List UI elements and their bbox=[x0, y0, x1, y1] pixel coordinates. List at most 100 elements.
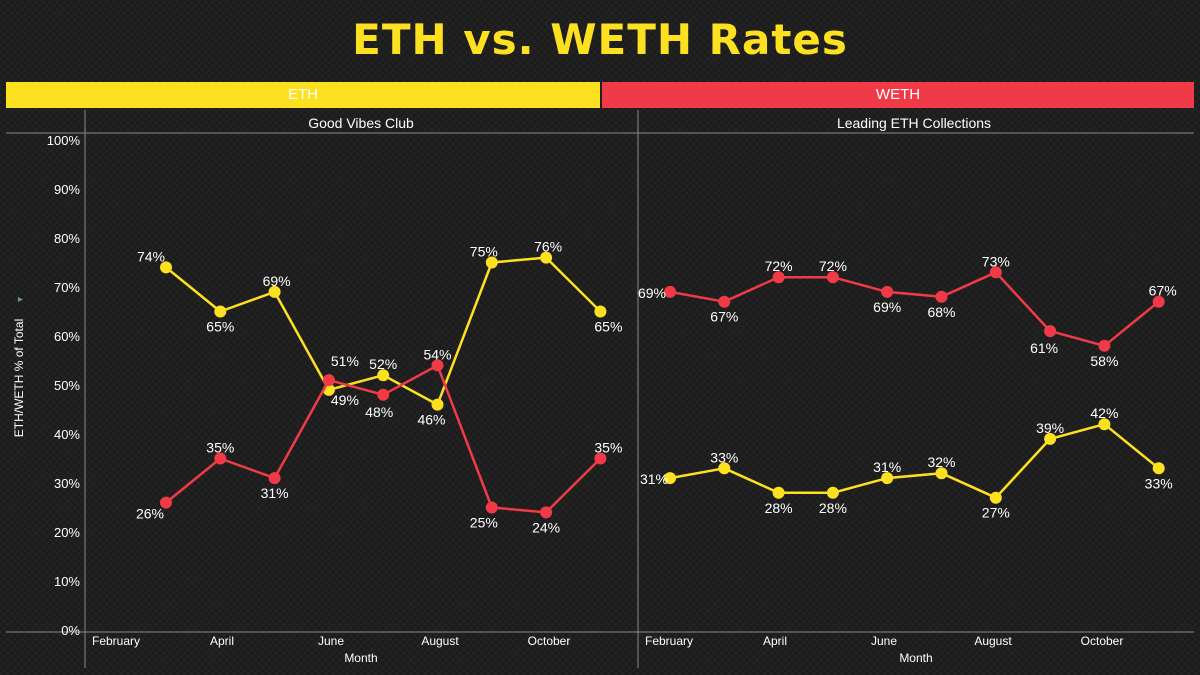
data-label-weth: 73% bbox=[982, 253, 1010, 269]
x-tick-label: February bbox=[92, 634, 140, 648]
data-label-weth: 67% bbox=[710, 309, 738, 325]
data-point-eth[interactable] bbox=[935, 467, 948, 480]
data-label-weth: 51% bbox=[331, 353, 359, 369]
data-point-weth[interactable] bbox=[322, 374, 335, 387]
y-tick-label: 60% bbox=[54, 329, 80, 344]
data-point-eth[interactable] bbox=[160, 261, 172, 274]
x-tick-label: October bbox=[528, 634, 571, 648]
legend-weth[interactable]: WETH bbox=[602, 82, 1194, 108]
data-point-eth[interactable] bbox=[1044, 432, 1057, 445]
data-point-weth[interactable] bbox=[664, 285, 676, 298]
data-point-weth[interactable] bbox=[826, 271, 839, 284]
data-label-layer: 74% 65% 69% 49% 52% 46% 75% 76% 65% 26% 35% 31% 51% 4… bbox=[136, 239, 1177, 536]
data-label-eth: 65% bbox=[594, 319, 622, 335]
data-point-weth[interactable] bbox=[935, 290, 948, 303]
y-tick-label: 80% bbox=[54, 231, 80, 246]
data-point-eth[interactable] bbox=[718, 462, 731, 475]
data-point-eth[interactable] bbox=[268, 285, 281, 298]
panel-title-good-vibes-club: Good Vibes Club bbox=[308, 115, 414, 131]
data-label-eth: 33% bbox=[1145, 475, 1173, 491]
data-point-weth[interactable] bbox=[1152, 295, 1165, 308]
y-axis-title: ETH/WETH % of Total bbox=[12, 319, 26, 437]
legend-eth[interactable]: ETH bbox=[6, 82, 600, 108]
data-label-weth: 61% bbox=[1030, 340, 1058, 356]
data-label-eth: 32% bbox=[927, 454, 955, 470]
data-label-eth: 33% bbox=[710, 449, 738, 465]
data-label-weth: 26% bbox=[136, 506, 164, 522]
data-label-eth: 31% bbox=[640, 471, 668, 487]
data-label-weth: 25% bbox=[470, 515, 498, 531]
data-point-eth[interactable] bbox=[772, 486, 785, 499]
series-line-weth bbox=[669, 271, 1160, 348]
data-point-eth[interactable] bbox=[826, 486, 839, 499]
data-point-eth[interactable] bbox=[664, 472, 676, 485]
data-point-eth[interactable] bbox=[989, 491, 1002, 504]
x-tick-label: February bbox=[645, 634, 693, 648]
data-label-weth: 58% bbox=[1090, 353, 1118, 369]
data-point-eth[interactable] bbox=[594, 305, 607, 318]
data-label-eth: 49% bbox=[331, 392, 359, 408]
data-point-eth[interactable] bbox=[214, 305, 227, 318]
data-point-eth[interactable] bbox=[881, 472, 894, 485]
data-label-eth: 75% bbox=[470, 244, 498, 260]
x-tick-label: October bbox=[1081, 634, 1124, 648]
data-point-weth[interactable] bbox=[377, 388, 390, 401]
data-label-eth: 28% bbox=[765, 500, 793, 516]
data-point-eth[interactable] bbox=[377, 369, 390, 382]
data-label-weth: 69% bbox=[873, 299, 901, 315]
x-tick-label: June bbox=[318, 634, 344, 648]
data-point-weth[interactable] bbox=[989, 266, 1002, 279]
x-axis-title-right: Month bbox=[899, 651, 932, 665]
sort-icon[interactable]: ▾ bbox=[15, 297, 26, 302]
data-point-weth[interactable] bbox=[485, 501, 498, 514]
data-point-weth[interactable] bbox=[214, 452, 227, 465]
data-label-weth: 35% bbox=[206, 440, 234, 456]
y-tick-labels: 0% 10% 20% 30% 40% 50% 60% 70% 80% 90% 100% bbox=[47, 133, 81, 638]
data-point-weth[interactable] bbox=[1098, 339, 1111, 352]
data-point-weth[interactable] bbox=[772, 271, 785, 284]
data-label-eth: 39% bbox=[1036, 420, 1064, 436]
x-axis-title-left: Month bbox=[344, 651, 377, 665]
data-label-weth: 69% bbox=[638, 285, 666, 301]
data-point-eth[interactable] bbox=[1098, 418, 1111, 431]
data-point-weth[interactable] bbox=[1044, 325, 1057, 338]
y-tick-label: 0% bbox=[61, 623, 80, 638]
data-point-eth[interactable] bbox=[431, 398, 444, 411]
data-label-weth: 35% bbox=[594, 440, 622, 456]
y-tick-label: 90% bbox=[54, 182, 80, 197]
data-point-eth[interactable] bbox=[540, 251, 553, 264]
data-point-weth[interactable] bbox=[881, 285, 894, 298]
data-label-eth: 42% bbox=[1090, 405, 1118, 421]
data-point-weth[interactable] bbox=[540, 506, 553, 519]
data-point-weth[interactable] bbox=[268, 472, 281, 485]
chart-title: ETH vs. WETH Rates bbox=[352, 15, 848, 64]
y-tick-label: 10% bbox=[54, 574, 80, 589]
data-label-eth: 52% bbox=[369, 356, 397, 372]
data-label-eth: 69% bbox=[263, 273, 291, 289]
data-label-weth: 31% bbox=[261, 485, 289, 501]
data-label-eth: 28% bbox=[819, 500, 847, 516]
data-label-weth: 24% bbox=[532, 519, 560, 535]
panel-title-leading-eth-collections: Leading ETH Collections bbox=[837, 115, 991, 131]
data-label-weth: 68% bbox=[927, 304, 955, 320]
data-point-weth[interactable] bbox=[431, 359, 444, 372]
data-point-weth[interactable] bbox=[594, 452, 607, 465]
data-point-eth[interactable] bbox=[485, 256, 498, 269]
data-point-eth[interactable] bbox=[1152, 462, 1165, 475]
data-point-weth[interactable] bbox=[160, 496, 172, 509]
data-label-weth: 72% bbox=[765, 258, 793, 274]
series-line-eth bbox=[669, 422, 1160, 499]
data-label-eth: 74% bbox=[137, 248, 165, 264]
x-tick-label: August bbox=[974, 634, 1012, 648]
chart-frame bbox=[6, 110, 1194, 668]
data-label-eth: 76% bbox=[534, 239, 562, 255]
x-tick-label: April bbox=[763, 634, 787, 648]
series-layer bbox=[160, 251, 1165, 519]
data-label-weth: 67% bbox=[1149, 283, 1177, 299]
data-label-eth: 65% bbox=[206, 319, 234, 335]
data-point-weth[interactable] bbox=[718, 295, 731, 308]
y-tick-label: 70% bbox=[54, 280, 80, 295]
data-label-eth: 31% bbox=[873, 459, 901, 475]
x-tick-label: June bbox=[871, 634, 897, 648]
